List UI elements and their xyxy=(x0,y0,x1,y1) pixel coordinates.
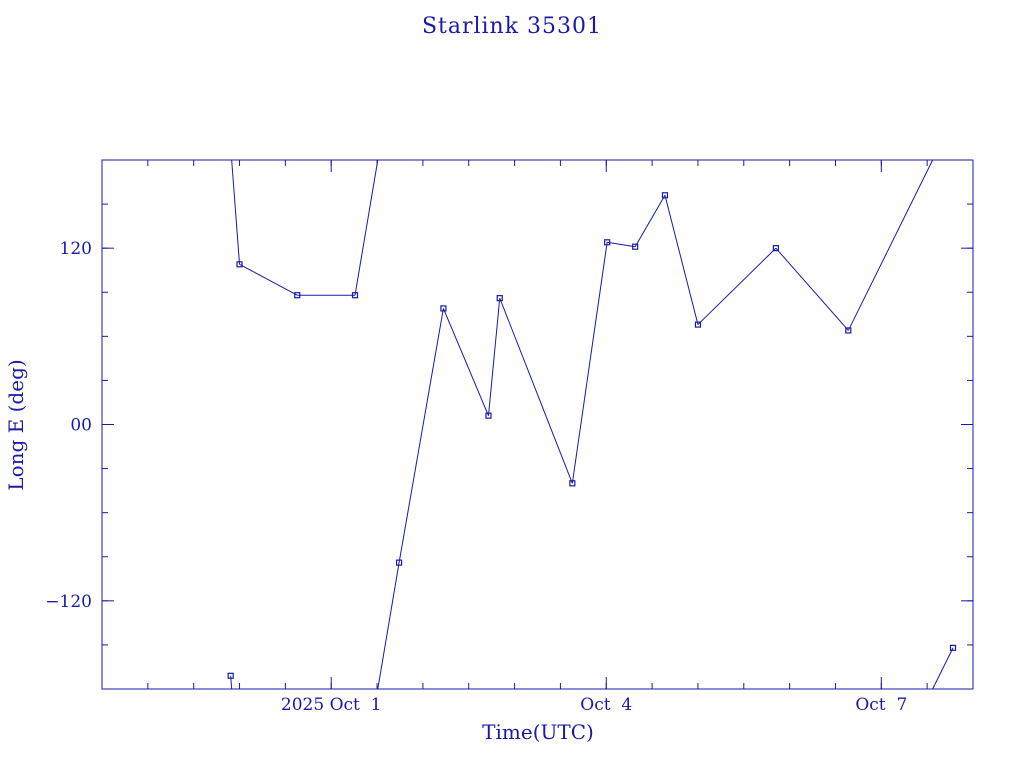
series-segment xyxy=(231,159,241,265)
data-point xyxy=(485,412,492,419)
series-segment xyxy=(442,308,489,416)
series-segment xyxy=(697,247,777,325)
series-segment xyxy=(377,562,400,690)
y-tick-label: 120 xyxy=(60,239,92,259)
series-segment xyxy=(571,242,608,484)
series-segment xyxy=(634,195,666,247)
x-axis-label: Time(UTC) xyxy=(482,720,594,744)
data-point xyxy=(395,559,403,566)
series-segment xyxy=(775,247,849,331)
series-markers xyxy=(227,192,957,679)
series-segment xyxy=(499,297,573,484)
series-segment xyxy=(487,298,501,416)
data-point xyxy=(604,239,611,246)
series-segment xyxy=(398,308,444,563)
data-point xyxy=(694,321,702,328)
series-segment xyxy=(932,647,954,690)
tick-labels: 2025 Oct 1 Oct 4 Oct 7 −120 00 120 xyxy=(45,239,907,715)
x-tick-label: Oct 4 xyxy=(580,695,632,715)
y-tick-label: −120 xyxy=(45,592,92,612)
data-point xyxy=(845,327,852,334)
x-tick-label: 2025 Oct 1 xyxy=(281,695,382,715)
data-point xyxy=(227,672,234,679)
data-point xyxy=(772,245,779,252)
major-ticks xyxy=(102,160,973,689)
data-point xyxy=(632,243,639,250)
data-point xyxy=(294,292,301,299)
plot-frame xyxy=(101,159,974,690)
series-lines xyxy=(230,159,954,690)
data-point xyxy=(496,295,503,302)
chart-title: Starlink 35301 xyxy=(421,14,603,39)
y-tick-label: 00 xyxy=(70,416,92,436)
data-point xyxy=(949,644,957,651)
data-point xyxy=(661,192,669,199)
series-segment xyxy=(239,263,298,296)
series-segment xyxy=(847,159,934,331)
series-segment xyxy=(607,241,636,248)
data-point xyxy=(351,292,359,299)
data-point xyxy=(236,261,243,268)
data-point xyxy=(440,305,447,312)
y-axis-label: Long E (deg) xyxy=(4,359,28,490)
x-tick-label: Oct 7 xyxy=(855,695,907,715)
data-point xyxy=(569,480,576,487)
series-segment xyxy=(664,195,699,325)
series-segment xyxy=(354,159,379,296)
minor-ticks xyxy=(101,159,974,690)
